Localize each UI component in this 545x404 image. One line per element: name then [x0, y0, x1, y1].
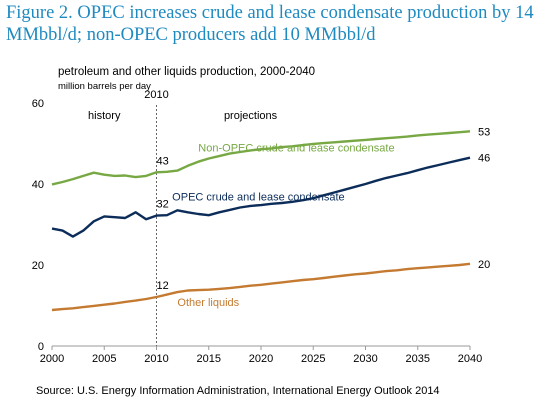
series-line: [51, 156, 471, 238]
projections-label: projections: [224, 110, 278, 122]
series-end-label: 46: [478, 153, 490, 165]
data-label: 12: [157, 280, 169, 292]
series-end-label: 20: [478, 259, 490, 271]
data-label: 43: [157, 155, 169, 167]
x-tick-label: 2000: [40, 353, 64, 365]
y-tick-label: 20: [32, 260, 44, 272]
series-end-label: 53: [478, 126, 490, 138]
x-tick-label: 2030: [353, 353, 377, 365]
series-name-label: Non-OPEC crude and lease condensate: [198, 143, 394, 155]
x-tick-label: 2020: [249, 353, 273, 365]
series-line: [51, 130, 471, 186]
y-tick-label: 0: [38, 341, 44, 353]
series-line: [51, 262, 471, 312]
x-tick-label: 2035: [406, 353, 430, 365]
x-tick-label: 2005: [92, 353, 116, 365]
history-label: history: [88, 110, 121, 122]
series-name-label: OPEC crude and lease condensate: [172, 191, 344, 203]
x-tick-label: 2010: [144, 353, 168, 365]
x-tick-label: 2040: [458, 353, 482, 365]
figure-title: Figure 2. OPEC increases crude and lease…: [6, 3, 534, 45]
x-tick-label: 2025: [301, 353, 325, 365]
divider-year-label: 2010: [144, 89, 168, 101]
y-axis-label: million barrels per day: [58, 81, 151, 92]
series-name-label: Other liquids: [177, 297, 239, 309]
data-label: 32: [157, 199, 169, 211]
source-note: Source: U.S. Energy Information Administ…: [36, 385, 440, 397]
y-tick-label: 60: [32, 98, 44, 110]
y-tick-label: 40: [32, 179, 44, 191]
chart-title: petroleum and other liquids production, …: [58, 66, 315, 78]
x-tick-label: 2015: [197, 353, 221, 365]
